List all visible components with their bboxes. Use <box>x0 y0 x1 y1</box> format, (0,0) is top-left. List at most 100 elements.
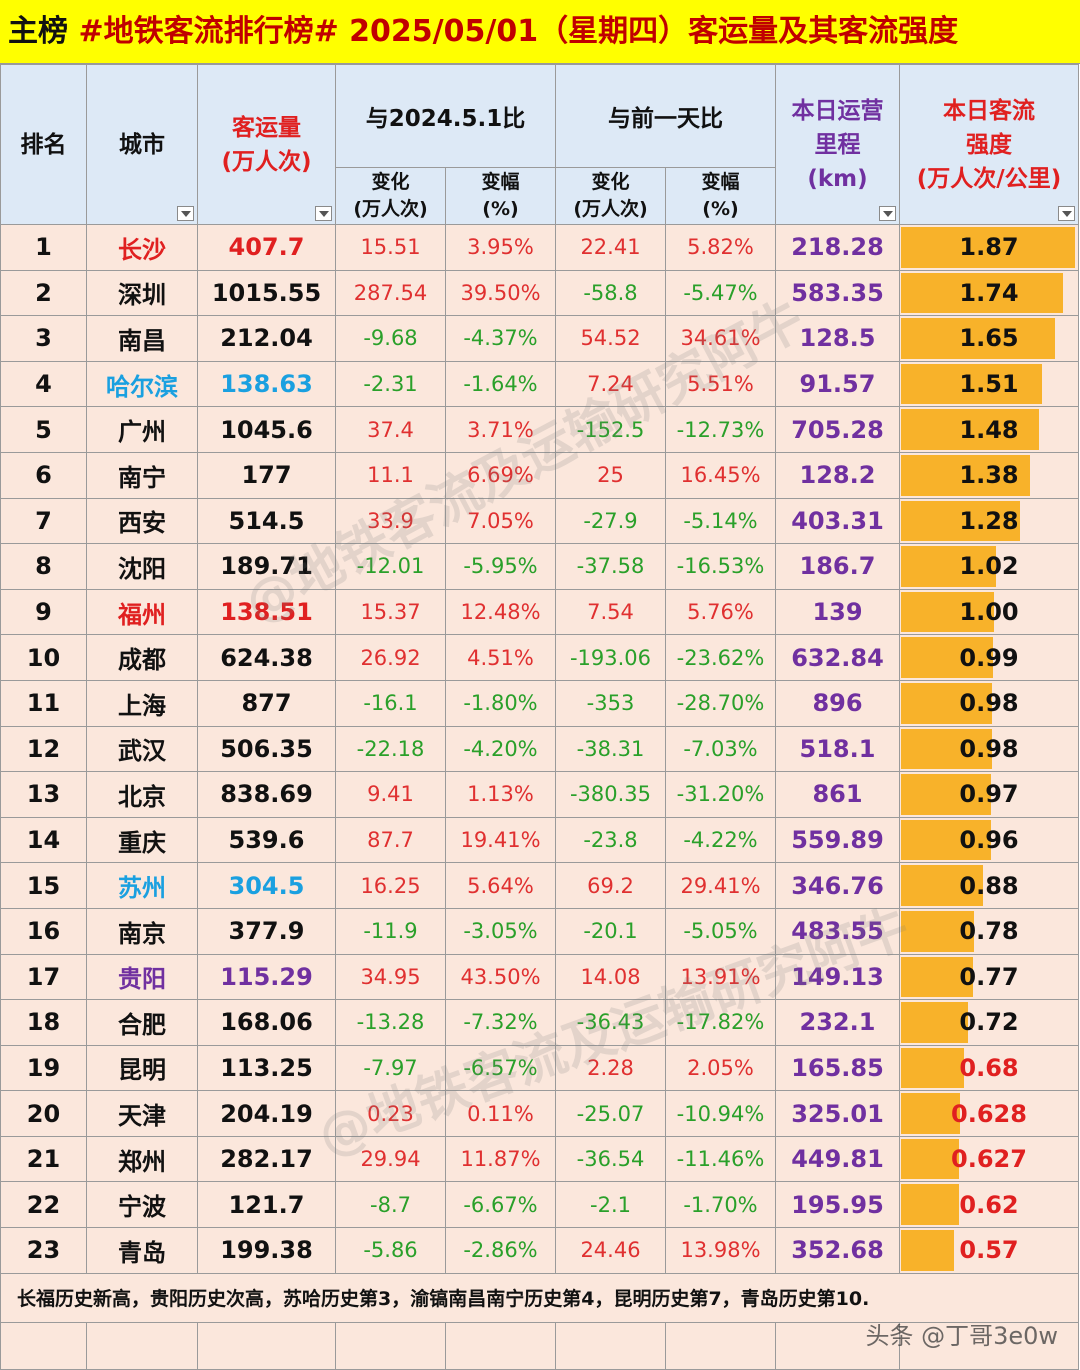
intensity-bar <box>901 637 994 678</box>
rank-cell: 16 <box>0 907 87 955</box>
ly-pct-cell: 3.95% <box>445 224 556 271</box>
header-volume[interactable]: 客运量 (万人次) <box>197 64 336 225</box>
chevron-down-icon[interactable] <box>315 206 332 221</box>
city-cell: 西安 <box>86 497 198 545</box>
km-cell: 449.81 <box>775 1135 900 1183</box>
rank-cell: 2 <box>0 269 87 317</box>
intensity-cell: 0.72 <box>899 999 1079 1046</box>
city-cell: 宁波 <box>86 1181 198 1229</box>
intensity-cell: 1.28 <box>899 497 1079 545</box>
intensity-cell: 1.02 <box>899 543 1079 590</box>
table-row: 13 北京 838.69 9.41 1.13% -380.35 -31.20% 861 0.97 <box>0 771 1079 818</box>
ly-change-cell: 87.7 <box>335 816 446 864</box>
intensity-bar <box>901 956 973 998</box>
ly-change-cell: 29.94 <box>335 1135 446 1183</box>
table-row: 12 武汉 506.35 -22.18 -4.20% -38.31 -7.03% 518.1 0… <box>0 725 1079 773</box>
intensity-cell: 1.87 <box>899 224 1079 271</box>
volume-cell: 838.69 <box>197 771 336 818</box>
intensity-bar <box>901 1093 960 1134</box>
intensity-cell: 0.68 <box>899 1044 1079 1092</box>
intensity-cell: 1.00 <box>899 588 1079 636</box>
intensity-cell: 0.88 <box>899 862 1079 909</box>
intensity-value: 1.65 <box>959 324 1019 353</box>
intensity-value: 0.77 <box>959 962 1019 991</box>
volume-cell: 514.5 <box>197 497 336 545</box>
ly-change-cell: -2.31 <box>335 360 446 408</box>
intensity-cell: 0.96 <box>899 816 1079 864</box>
ly-change-cell: -8.7 <box>335 1181 446 1229</box>
ly-change-cell: 34.95 <box>335 953 446 1001</box>
table-row: 21 郑州 282.17 29.94 11.87% -36.54 -11.46% 449.81… <box>0 1135 1079 1183</box>
intensity-bar <box>901 227 1076 268</box>
pd-change-cell: 24.46 <box>555 1227 666 1274</box>
intensity-value: 1.87 <box>959 233 1019 262</box>
city-cell: 南宁 <box>86 451 198 499</box>
header-intensity[interactable]: 本日客流 强度 (万人次/公里) <box>899 64 1079 225</box>
rank-cell: 8 <box>0 543 87 590</box>
intensity-bar <box>901 454 1030 496</box>
header-pd-change[interactable]: 变化 (万人次) <box>555 167 666 225</box>
city-cell: 上海 <box>86 679 198 727</box>
chevron-down-icon[interactable] <box>177 206 194 221</box>
intensity-cell: 0.98 <box>899 679 1079 727</box>
table-body: 1 长沙 407.7 15.51 3.95% 22.41 5.82% 218.28 1.87 2 深… <box>0 224 1079 1274</box>
rank-cell: 23 <box>0 1227 87 1274</box>
city-cell: 郑州 <box>86 1135 198 1183</box>
chevron-down-icon[interactable] <box>1058 206 1075 221</box>
rank-cell: 18 <box>0 999 87 1046</box>
header-vs-last-year: 与2024.5.1比 <box>335 64 556 168</box>
pd-pct-cell: -4.22% <box>665 816 776 864</box>
intensity-value: 0.627 <box>951 1145 1027 1174</box>
ly-pct-cell: -2.86% <box>445 1227 556 1274</box>
volume-cell: 1015.55 <box>197 269 336 317</box>
intensity-bar <box>901 1184 959 1226</box>
pd-pct-cell: -16.53% <box>665 543 776 590</box>
city-cell: 武汉 <box>86 725 198 773</box>
ly-change-cell: -16.1 <box>335 679 446 727</box>
city-cell: 沈阳 <box>86 543 198 590</box>
summary-note: 长福历史新高，贵阳历史次高，苏哈历史第3，渝镐南昌南宁历史第4，昆明历史第7，青… <box>0 1272 1079 1323</box>
pd-pct-cell: 5.82% <box>665 224 776 271</box>
chevron-down-icon[interactable] <box>879 206 896 221</box>
volume-cell: 115.29 <box>197 953 336 1001</box>
blank-cell <box>665 1321 776 1370</box>
pd-change-cell: 2.28 <box>555 1044 666 1092</box>
pd-pct-cell: -7.03% <box>665 725 776 773</box>
ly-change-cell: -13.28 <box>335 999 446 1046</box>
rank-cell: 20 <box>0 1090 87 1137</box>
blank-cell <box>197 1321 336 1370</box>
pd-pct-cell: 13.98% <box>665 1227 776 1274</box>
intensity-value: 0.98 <box>959 734 1019 763</box>
intensity-bar <box>901 682 993 724</box>
ly-change-cell: -7.97 <box>335 1044 446 1092</box>
intensity-value: 1.00 <box>959 598 1019 627</box>
ly-pct-cell: -6.67% <box>445 1181 556 1229</box>
rank-cell: 22 <box>0 1181 87 1229</box>
intensity-bar <box>901 363 1042 405</box>
pd-pct-cell: -5.14% <box>665 497 776 545</box>
intensity-cell: 0.627 <box>899 1135 1079 1183</box>
volume-cell: 624.38 <box>197 634 336 681</box>
intensity-cell: 0.99 <box>899 634 1079 681</box>
km-cell: 583.35 <box>775 269 900 317</box>
header-ly-pct[interactable]: 变幅 (%) <box>445 167 556 225</box>
city-cell: 昆明 <box>86 1044 198 1092</box>
intensity-bar <box>901 1002 969 1043</box>
volume-cell: 138.51 <box>197 588 336 636</box>
km-cell: 186.7 <box>775 543 900 590</box>
header-city[interactable]: 城市 <box>86 64 198 225</box>
ly-change-cell: -9.68 <box>335 315 446 362</box>
header-pd-pct[interactable]: 变幅 (%) <box>665 167 776 225</box>
pd-change-cell: -2.1 <box>555 1181 666 1229</box>
intensity-cell: 0.78 <box>899 907 1079 955</box>
ly-change-cell: 26.92 <box>335 634 446 681</box>
ly-pct-cell: -7.32% <box>445 999 556 1046</box>
volume-cell: 1045.6 <box>197 406 336 453</box>
header-ly-change[interactable]: 变化 (万人次) <box>335 167 446 225</box>
blank-cell <box>445 1321 556 1370</box>
pd-change-cell: -20.1 <box>555 907 666 955</box>
city-cell: 南昌 <box>86 315 198 362</box>
header-km[interactable]: 本日运营 里程 (km) <box>775 64 900 225</box>
table-row: 18 合肥 168.06 -13.28 -7.32% -36.43 -17.82% 232.1… <box>0 999 1079 1046</box>
intensity-value: 0.57 <box>959 1236 1019 1265</box>
